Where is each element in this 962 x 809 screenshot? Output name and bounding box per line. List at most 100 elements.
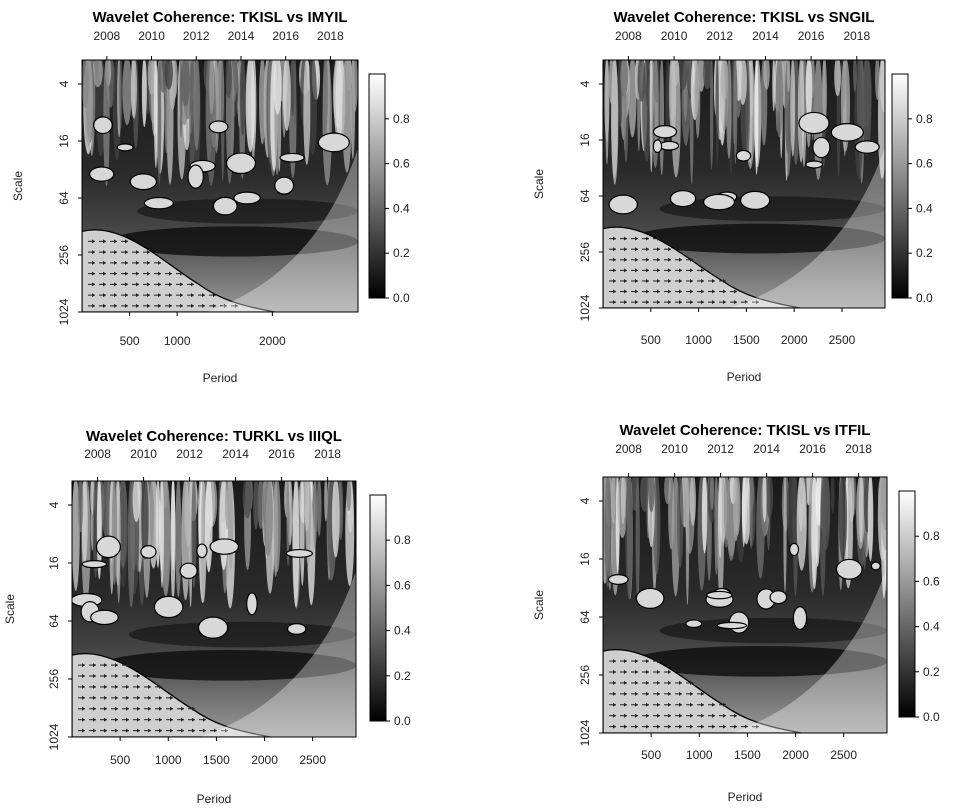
x-tick-label: 1000 (155, 753, 182, 767)
colorbar-tick-label: 0.4 (393, 201, 410, 215)
colorbar-tick-label: 0.4 (394, 624, 411, 638)
colorbar-tick-label: 0.4 (916, 201, 933, 215)
colorbar-tick-label: 0.6 (916, 157, 933, 171)
x-tick-label: 2500 (299, 753, 326, 767)
y-tick-label: 256 (578, 665, 592, 685)
y-tick-label: 1024 (578, 294, 592, 321)
y-tick-label: 16 (57, 134, 71, 148)
y-tick-label: 16 (47, 556, 61, 570)
y-tick-label: 1024 (47, 723, 61, 750)
chart-svg: Wavelet Coherence: TKISL vs ITFIL 2008 201… (532, 422, 940, 804)
top-tick-label: 2014 (753, 442, 780, 456)
top-tick-label: 2008 (615, 442, 642, 456)
x-axis-label: Period (727, 370, 762, 384)
top-tick-label: 2018 (314, 447, 341, 461)
x-tick-label: 2000 (782, 748, 809, 762)
top-tick-label: 2008 (93, 29, 120, 43)
y-tick-label: 256 (47, 669, 61, 689)
x-tick-label: 500 (641, 333, 661, 347)
wavelet-panel-4: Wavelet Coherence: TKISL vs ITFIL 2008 201… (481, 405, 962, 809)
top-tick-label: 2012 (176, 447, 203, 461)
top-tick-label: 2016 (798, 29, 825, 43)
top-tick-label: 2014 (228, 29, 255, 43)
colorbar-tick-label: 0.6 (923, 574, 940, 588)
y-tick-label: 64 (578, 189, 592, 203)
plot-frame (81, 59, 359, 313)
y-axis-label: Scale (11, 171, 25, 201)
plot-frame (602, 476, 888, 734)
top-tick-label: 2018 (843, 29, 870, 43)
x-tick-label: 2500 (829, 333, 856, 347)
y-tick-label: 64 (47, 614, 61, 628)
colorbar (891, 73, 909, 299)
top-tick-label: 2014 (752, 29, 779, 43)
colorbar (369, 494, 387, 722)
colorbar-tick-label: 0.0 (923, 710, 940, 724)
chart-title: Wavelet Coherence: TKISL vs ITFIL (620, 422, 871, 439)
colorbar-tick-label: 0.0 (916, 291, 933, 305)
x-tick-label: 2000 (251, 753, 278, 767)
coherence-heatmap (82, 60, 358, 312)
x-tick-label: 1500 (733, 333, 760, 347)
x-tick-label: 2000 (259, 334, 286, 348)
colorbar-tick-label: 0.8 (923, 529, 940, 543)
y-tick-label: 64 (57, 191, 71, 205)
top-tick-label: 2010 (138, 29, 165, 43)
top-tick-label: 2010 (661, 29, 688, 43)
colorbar-tick-label: 0.6 (394, 578, 411, 592)
chart-title: Wavelet Coherence: TKISL vs SNGIL (614, 9, 875, 26)
y-tick-label: 1024 (578, 719, 592, 746)
chart-svg: Wavelet Coherence: TURKL vs IIIQL 2008 201… (3, 428, 411, 806)
top-tick-label: 2016 (272, 29, 299, 43)
coherence-heatmap (603, 477, 887, 733)
x-axis-label: Period (197, 792, 232, 806)
x-tick-label: 2000 (781, 333, 808, 347)
x-tick-label: 1500 (203, 753, 230, 767)
x-tick-label: 500 (641, 748, 661, 762)
x-axis-label: Period (203, 371, 238, 385)
y-tick-label: 4 (57, 80, 71, 87)
x-tick-label: 1500 (734, 748, 761, 762)
colorbar-tick-label: 0.2 (393, 246, 410, 260)
colorbar-tick-label: 0.2 (394, 669, 411, 683)
y-axis-label: Scale (532, 169, 546, 199)
x-tick-label: 1000 (164, 334, 191, 348)
y-tick-label: 16 (578, 552, 592, 566)
y-tick-label: 256 (578, 242, 592, 262)
top-tick-label: 2014 (222, 447, 249, 461)
x-tick-label: 2500 (830, 748, 857, 762)
colorbar-tick-label: 0.0 (393, 291, 410, 305)
x-tick-label: 1000 (685, 333, 712, 347)
top-tick-label: 2008 (84, 447, 111, 461)
colorbar-tick-label: 0.0 (394, 714, 411, 728)
coherence-heatmap (72, 481, 356, 737)
top-tick-label: 2010 (130, 447, 157, 461)
y-tick-label: 4 (578, 497, 592, 504)
coherence-heatmap (603, 60, 885, 308)
top-tick-label: 2010 (661, 442, 688, 456)
top-tick-label: 2016 (268, 447, 295, 461)
colorbar-tick-label: 0.4 (923, 620, 940, 634)
top-tick-label: 2008 (615, 29, 642, 43)
y-axis-label: Scale (532, 590, 546, 620)
y-axis-label: Scale (3, 594, 17, 624)
x-tick-label: 500 (120, 334, 140, 348)
colorbar-tick-label: 0.6 (393, 157, 410, 171)
plot-frame (602, 59, 886, 309)
colorbar (368, 73, 386, 299)
top-tick-label: 2012 (707, 442, 734, 456)
wavelet-panel-1: Wavelet Coherence: TKISL vs IMYIL 2008 201… (0, 0, 481, 404)
colorbar (898, 490, 916, 718)
top-tick-label: 2018 (317, 29, 344, 43)
y-tick-label: 16 (578, 133, 592, 147)
x-tick-label: 1000 (686, 748, 713, 762)
top-tick-label: 2012 (706, 29, 733, 43)
chart-title: Wavelet Coherence: TKISL vs IMYIL (92, 9, 347, 26)
colorbar-tick-label: 0.2 (923, 665, 940, 679)
chart-svg: Wavelet Coherence: TKISL vs SNGIL 2008 201… (532, 9, 933, 384)
wavelet-panel-2: Wavelet Coherence: TKISL vs SNGIL 2008 201… (481, 0, 962, 404)
colorbar-tick-label: 0.8 (393, 112, 410, 126)
y-tick-label: 4 (47, 501, 61, 508)
x-tick-label: 500 (110, 753, 130, 767)
colorbar-tick-label: 0.8 (916, 112, 933, 126)
